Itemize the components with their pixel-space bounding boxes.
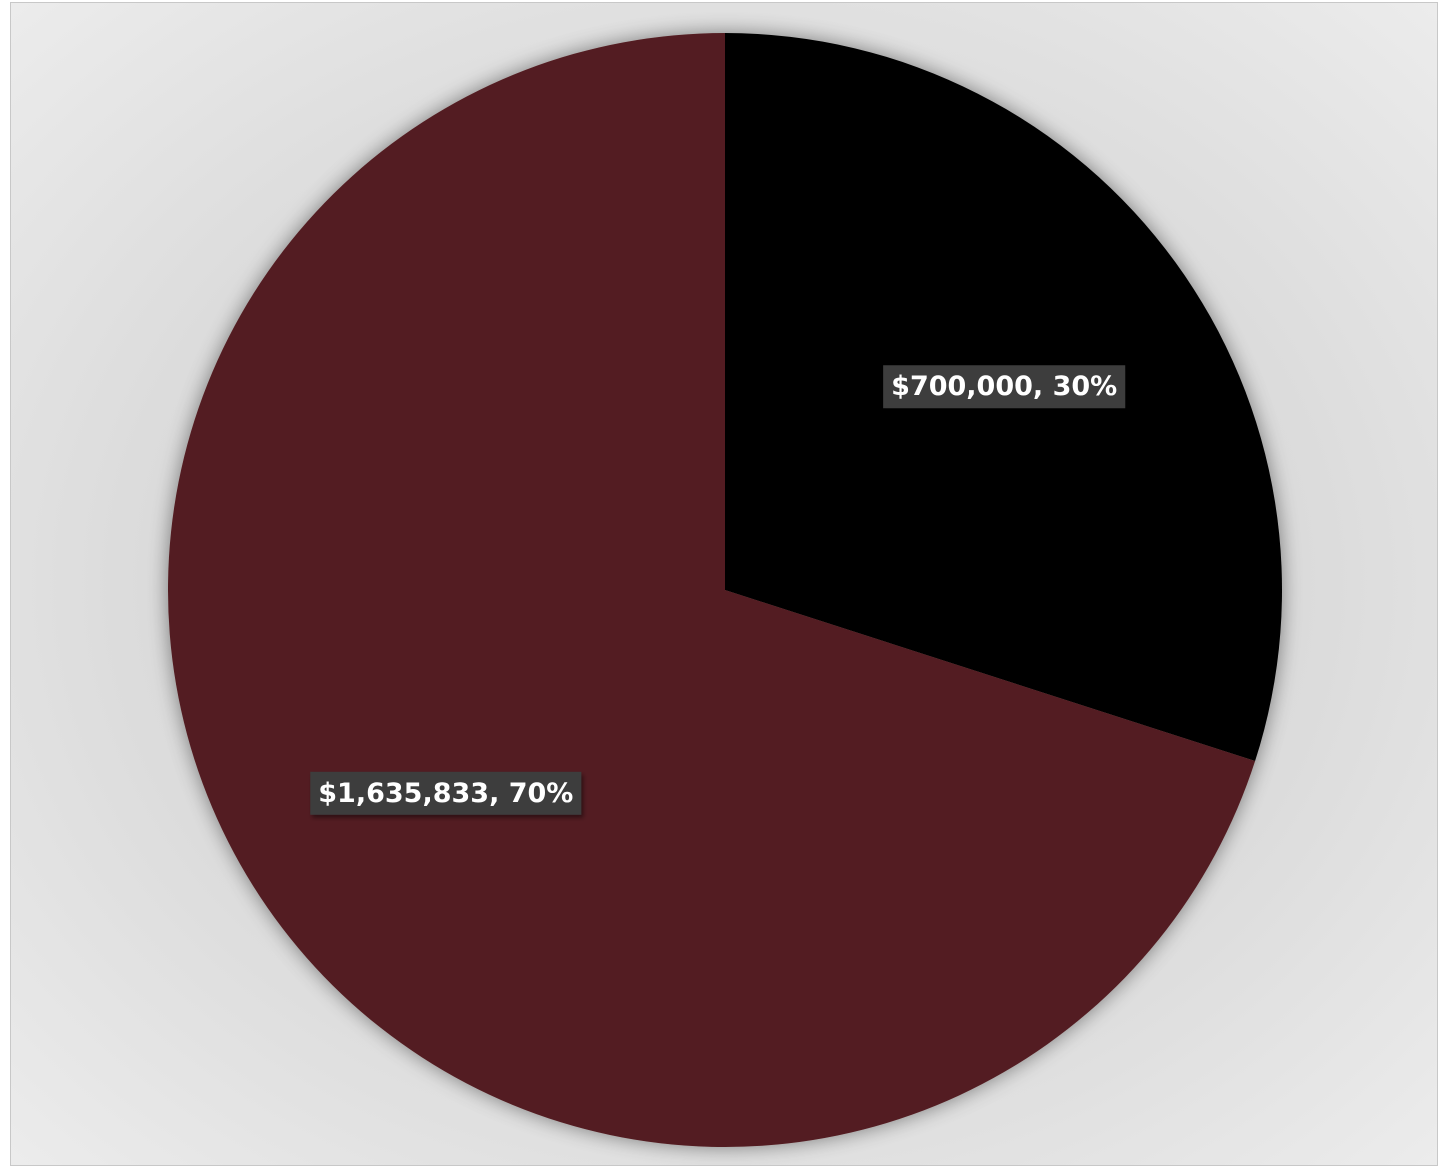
data-label-text: $700,000, 30% (891, 371, 1117, 402)
data-label-1: $700,000, 30% (883, 365, 1126, 409)
data-label-2: $1,635,833, 70% (310, 771, 582, 815)
pie-chart: $700,000, 30% $1,635,833, 70% (168, 33, 1282, 1147)
data-label-box (883, 365, 1126, 409)
data-label-text: $1,635,833, 70% (318, 778, 573, 809)
chart-area: $700,000, 30% $1,635,833, 70% (10, 2, 1438, 1166)
data-label-box (310, 771, 582, 815)
pie-slice-2 (168, 33, 1256, 1147)
